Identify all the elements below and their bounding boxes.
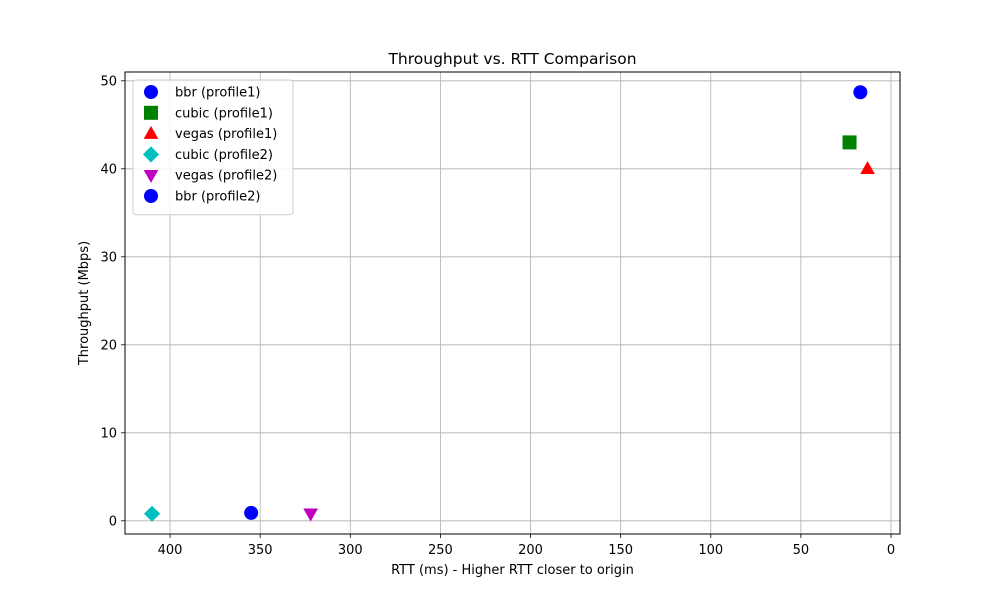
legend-entry-label: vegas (profile1) — [175, 127, 277, 142]
y-tick-label: 0 — [109, 514, 117, 529]
x-tick-label: 250 — [428, 543, 453, 558]
legend-entry-label: bbr (profile2) — [175, 190, 260, 205]
x-tick-label: 0 — [887, 543, 895, 558]
x-tick-label: 400 — [158, 543, 183, 558]
legend: bbr (profile1) cubic (profile1) vegas (pro… — [132, 79, 294, 216]
axis-ticks: 400 350 300 250 200 150 100 50 0 0 10 20 30 40 50 — [100, 74, 895, 558]
data-point — [244, 505, 259, 520]
legend-entry-label: cubic (profile2) — [175, 148, 273, 163]
x-axis-label: RTT (ms) - Higher RTT closer to origin — [391, 563, 634, 578]
data-point — [853, 85, 868, 100]
data-point — [842, 135, 857, 150]
plot-frame — [124, 71, 901, 535]
legend-entry-label: bbr (profile1) — [175, 86, 260, 101]
y-tick-label: 40 — [100, 162, 117, 177]
y-axis-label: Throughput (Mbps) — [77, 241, 92, 366]
x-tick-label: 100 — [698, 543, 723, 558]
legend-marker — [142, 146, 160, 163]
legend-marker — [143, 169, 159, 183]
chart-title: Throughput vs. RTT Comparison — [387, 50, 636, 68]
data-point — [860, 161, 875, 175]
y-tick-label: 30 — [100, 250, 117, 265]
legend-marker — [143, 125, 159, 139]
legend-box — [132, 79, 294, 216]
data-point — [143, 505, 161, 522]
y-tick-label: 10 — [100, 426, 117, 441]
x-tick-label: 150 — [608, 543, 633, 558]
y-tick-label: 50 — [100, 74, 117, 89]
data-point — [303, 508, 318, 522]
x-tick-label: 350 — [248, 543, 273, 558]
y-tick-label: 20 — [100, 338, 117, 353]
legend-marker — [144, 85, 158, 99]
legend-marker — [144, 105, 158, 120]
x-tick-label: 300 — [338, 543, 363, 558]
legend-entry-label: vegas (profile2) — [175, 169, 277, 184]
legend-entry-label: cubic (profile1) — [175, 106, 273, 121]
x-tick-label: 200 — [518, 543, 543, 558]
x-tick-label: 50 — [793, 543, 810, 558]
grid-lines — [125, 72, 900, 534]
data-points — [143, 85, 875, 522]
legend-marker — [144, 189, 158, 203]
